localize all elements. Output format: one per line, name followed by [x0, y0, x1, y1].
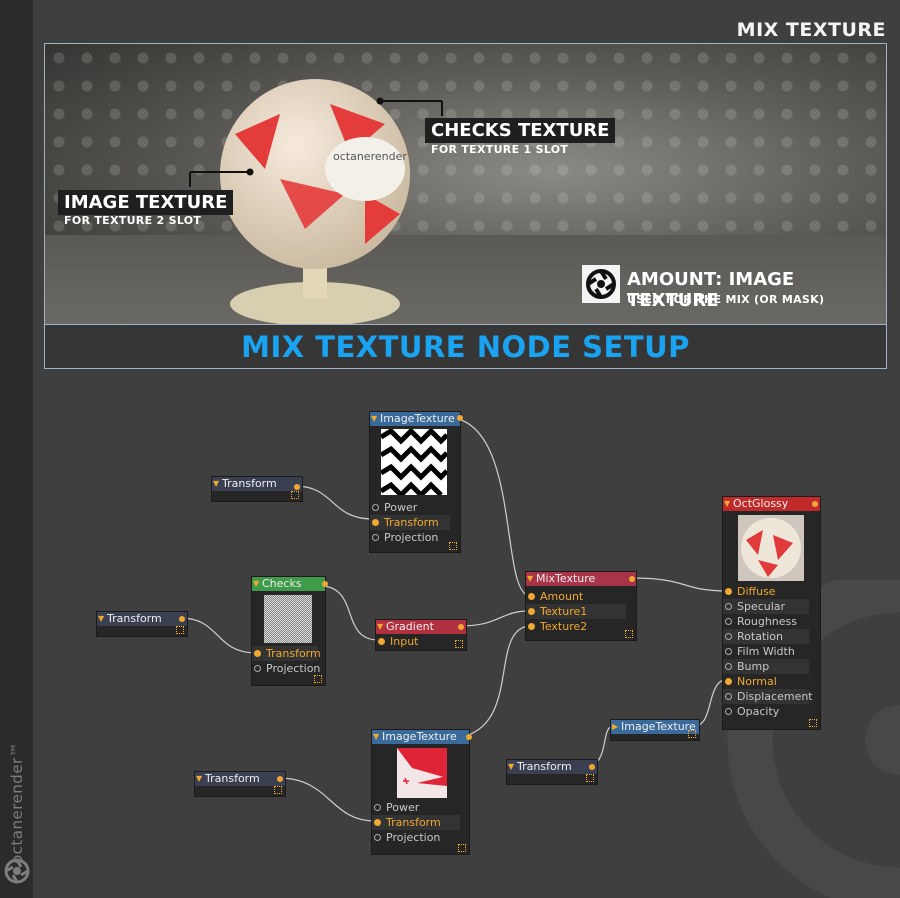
- port-film-width[interactable]: Film Width: [723, 644, 809, 659]
- node-title: Checks: [252, 577, 325, 591]
- node-imagetexture-small[interactable]: ImageTexture: [610, 719, 700, 741]
- resize-grip-icon[interactable]: [458, 844, 466, 852]
- port-roughness[interactable]: Roughness: [723, 614, 809, 629]
- port-power[interactable]: Power: [372, 800, 460, 815]
- node-title: Transform: [195, 772, 285, 786]
- left-sidebar: [0, 0, 33, 898]
- resize-grip-icon[interactable]: [809, 719, 817, 727]
- port-texture2[interactable]: Texture2: [526, 619, 626, 634]
- resize-grip-icon[interactable]: [455, 640, 463, 648]
- port-projection[interactable]: Projection: [370, 530, 450, 545]
- port-projection[interactable]: Projection: [252, 661, 320, 676]
- node-octglossy[interactable]: OctGlossy Diffuse Specular Roughness Rot…: [722, 496, 821, 730]
- node-title: Gradient: [376, 620, 466, 634]
- node-title: Transform: [212, 477, 302, 491]
- node-title: MixTexture: [526, 572, 636, 586]
- node-title: ImageTexture: [611, 720, 699, 734]
- resize-grip-icon[interactable]: [688, 730, 696, 738]
- port-power[interactable]: Power: [370, 500, 450, 515]
- node-transform-d[interactable]: Transform: [506, 759, 598, 785]
- page-title: MIX TEXTURE: [736, 19, 886, 41]
- node-transform-b[interactable]: Transform: [96, 611, 188, 637]
- port-normal[interactable]: Normal: [723, 674, 809, 689]
- port-rotation[interactable]: Rotation: [723, 629, 809, 644]
- render-preview: octanerender CHECKS TEXTURE FOR TEXTURE …: [44, 43, 887, 326]
- port-input[interactable]: Input: [376, 634, 460, 649]
- watermark-logo-icon: [727, 580, 900, 898]
- port-transform[interactable]: Transform: [252, 646, 321, 661]
- render-scene: octanerender: [189, 79, 443, 325]
- port-transform[interactable]: Transform: [372, 815, 460, 830]
- port-specular[interactable]: Specular: [723, 599, 809, 614]
- section-banner: MIX TEXTURE NODE SETUP: [44, 324, 887, 369]
- node-transform-a[interactable]: Transform: [211, 476, 303, 502]
- material-preview-thumbnail: [738, 515, 804, 581]
- octane-logo-icon: [4, 858, 30, 884]
- node-title: Transform: [507, 760, 597, 774]
- port-transform[interactable]: Transform: [370, 515, 450, 530]
- checks-texture-sub: FOR TEXTURE 1 SLOT: [431, 143, 569, 156]
- zigzag-texture-thumbnail: [381, 429, 447, 495]
- resize-grip-icon[interactable]: [291, 491, 299, 499]
- node-title: ImageTexture: [372, 730, 469, 744]
- image-texture-sub: FOR TEXTURE 2 SLOT: [64, 214, 202, 227]
- port-diffuse[interactable]: Diffuse: [723, 584, 809, 599]
- red-texture-thumbnail: [397, 748, 447, 798]
- checks-texture-thumbnail: [264, 595, 312, 643]
- node-title: ImageTexture: [370, 412, 460, 426]
- resize-grip-icon[interactable]: [314, 675, 322, 683]
- node-title: Transform: [97, 612, 187, 626]
- checks-texture-label: CHECKS TEXTURE: [425, 118, 616, 143]
- port-displacement[interactable]: Displacement: [723, 689, 813, 704]
- ball-logo-text: octanerender: [333, 150, 407, 163]
- resize-grip-icon[interactable]: [274, 786, 282, 794]
- port-projection[interactable]: Projection: [372, 830, 460, 845]
- resize-grip-icon[interactable]: [176, 626, 184, 634]
- node-mixtexture[interactable]: MixTexture Amount Texture1 Texture2: [525, 571, 637, 641]
- node-checks[interactable]: Checks Transform Projection: [251, 576, 328, 686]
- port-bump[interactable]: Bump: [723, 659, 809, 674]
- amount-label: AMOUNT: IMAGE TEXTURE: [627, 269, 795, 311]
- resize-grip-icon[interactable]: [586, 774, 594, 782]
- image-texture-label: IMAGE TEXTURE: [58, 190, 234, 215]
- node-title: OctGlossy: [723, 497, 820, 511]
- resize-grip-icon[interactable]: [449, 542, 457, 550]
- port-amount[interactable]: Amount: [526, 589, 626, 604]
- port-opacity[interactable]: Opacity: [723, 704, 809, 719]
- node-imagetexture-bottom[interactable]: ImageTexture Power Transform Projection: [371, 729, 472, 855]
- node-transform-c[interactable]: Transform: [194, 771, 286, 797]
- node-gradient[interactable]: Gradient Input: [375, 619, 467, 651]
- node-imagetexture-top[interactable]: ImageTexture Power Transform Projection: [369, 411, 463, 553]
- amount-sub: USED FOR THE MIX (OR MASK): [627, 293, 825, 306]
- port-texture1[interactable]: Texture1: [526, 604, 626, 619]
- octane-amount-icon: [582, 265, 620, 303]
- resize-grip-icon[interactable]: [625, 630, 633, 638]
